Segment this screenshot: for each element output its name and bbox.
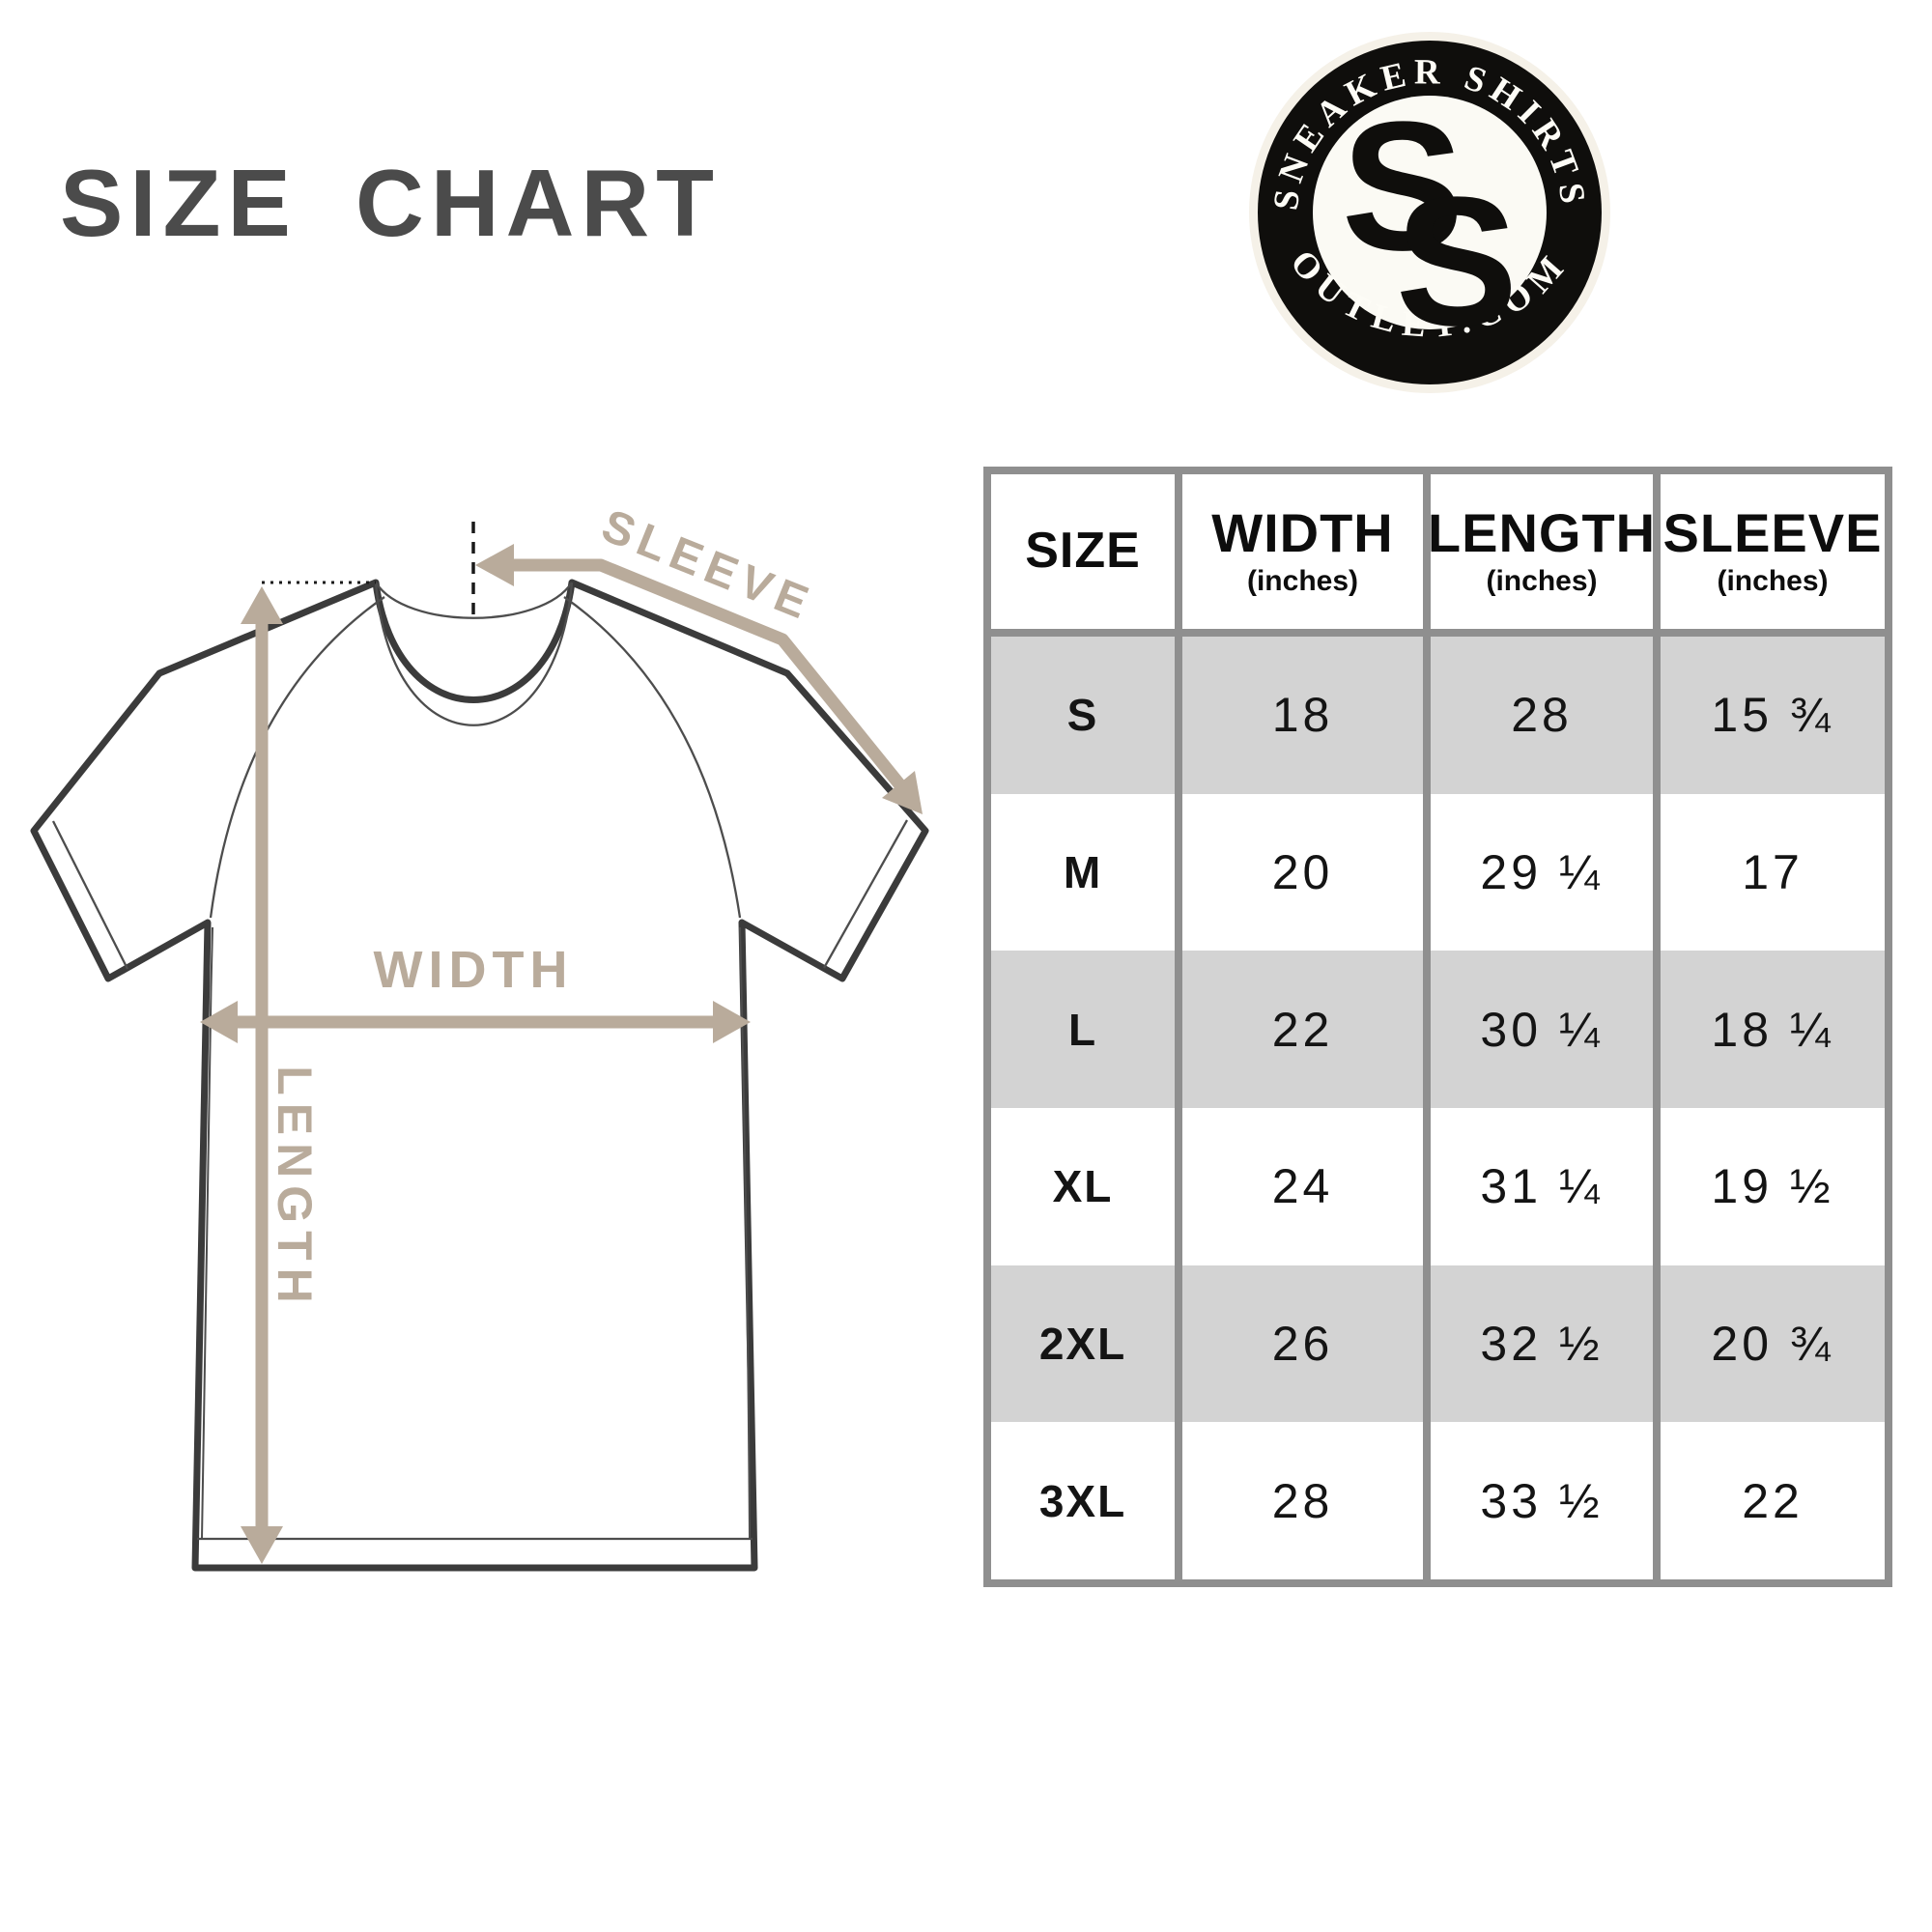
left-armhole-seam bbox=[209, 596, 385, 919]
cell-xl-length: 31 ¼ bbox=[1431, 1108, 1653, 1265]
cell-xl-width: 24 bbox=[1182, 1108, 1423, 1265]
cell-l-size: L bbox=[991, 951, 1175, 1108]
cell-l-sleeve: 18 ¼ bbox=[1661, 951, 1885, 1108]
cell-l-length: 30 ¼ bbox=[1431, 951, 1653, 1108]
cell-m-width: 20 bbox=[1182, 793, 1423, 952]
left-sleeve-hem bbox=[51, 820, 129, 970]
cell-m-size: M bbox=[991, 793, 1175, 952]
cell-2xl-sleeve: 20 ¾ bbox=[1661, 1264, 1885, 1423]
column-header-label: SLEEVE bbox=[1662, 502, 1883, 564]
column-header-width: WIDTH (inches) bbox=[1182, 474, 1423, 637]
cell-xl-size: XL bbox=[991, 1108, 1175, 1265]
column-header-unit: (inches) bbox=[1486, 564, 1598, 597]
tshirt-diagram: WIDTH LENGTH SLEEVE bbox=[30, 500, 929, 1572]
column-header-label: WIDTH bbox=[1211, 502, 1394, 564]
cell-m-sleeve: 17 bbox=[1661, 793, 1885, 952]
right-armhole-seam bbox=[563, 596, 742, 919]
width-label: WIDTH bbox=[374, 941, 574, 999]
cell-3xl-size: 3XL bbox=[991, 1422, 1175, 1579]
cell-3xl-length: 33 ½ bbox=[1431, 1422, 1653, 1579]
width-arrow bbox=[200, 1001, 751, 1043]
cell-s-sleeve: 15 ¾ bbox=[1661, 637, 1885, 794]
column-header-unit: (inches) bbox=[1717, 564, 1829, 597]
cell-s-width: 18 bbox=[1182, 637, 1423, 794]
length-arrow bbox=[241, 586, 283, 1564]
cell-l-width: 22 bbox=[1182, 951, 1423, 1108]
cell-2xl-width: 26 bbox=[1182, 1264, 1423, 1423]
cell-s-size: S bbox=[991, 637, 1175, 794]
column-header-label: LENGTH bbox=[1427, 502, 1657, 564]
badge-monogram-s1: S bbox=[1342, 84, 1464, 289]
badge-monogram-s2: S bbox=[1396, 159, 1519, 364]
cell-2xl-size: 2XL bbox=[991, 1264, 1175, 1423]
length-label: LENGTH bbox=[268, 1065, 322, 1311]
size-table: SIZE WIDTH (inches) LENGTH (inches) SLEE… bbox=[983, 467, 1892, 1587]
cell-s-length: 28 bbox=[1431, 637, 1653, 794]
sleeve-arrow bbox=[475, 544, 923, 814]
cell-3xl-sleeve: 22 bbox=[1661, 1422, 1885, 1579]
cell-xl-sleeve: 19 ½ bbox=[1661, 1108, 1885, 1265]
cell-m-length: 29 ¼ bbox=[1431, 793, 1653, 952]
column-header-length: LENGTH (inches) bbox=[1427, 474, 1657, 637]
column-header-size: SIZE bbox=[991, 474, 1175, 637]
shirt-outline bbox=[30, 579, 929, 1572]
badge-inner-circle bbox=[1313, 96, 1547, 329]
column-header-sleeve: SLEEVE (inches) bbox=[1661, 474, 1885, 637]
collar-inner-seam bbox=[374, 582, 574, 726]
column-header-label: SIZE bbox=[1025, 523, 1141, 580]
cell-3xl-width: 28 bbox=[1182, 1422, 1423, 1579]
page-title: SIZE CHART bbox=[60, 150, 721, 256]
brand-badge: SNEAKER SHIRTS OUTLET.COM S S bbox=[1249, 32, 1610, 393]
collar-back-seam bbox=[375, 582, 573, 619]
cell-2xl-length: 32 ½ bbox=[1431, 1264, 1653, 1423]
column-header-unit: (inches) bbox=[1246, 564, 1359, 597]
right-sleeve-hem bbox=[822, 819, 909, 969]
